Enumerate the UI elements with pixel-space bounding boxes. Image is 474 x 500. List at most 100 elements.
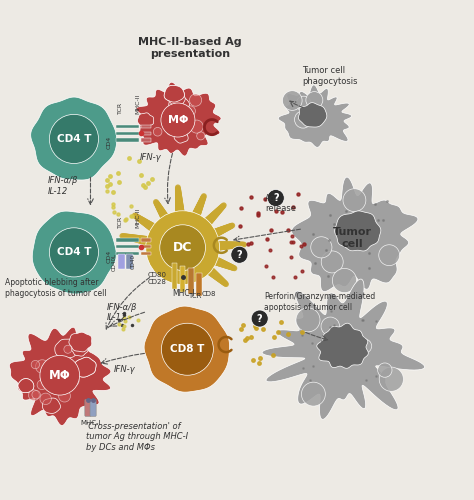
Bar: [116, 252, 139, 255]
Polygon shape: [174, 132, 188, 143]
Circle shape: [321, 251, 343, 273]
Text: ?: ?: [257, 314, 263, 324]
Circle shape: [31, 360, 39, 369]
Circle shape: [294, 111, 311, 128]
Text: IFN-γ: IFN-γ: [140, 154, 162, 162]
Polygon shape: [18, 378, 34, 392]
Text: IFN-γ: IFN-γ: [114, 364, 136, 374]
Circle shape: [251, 310, 268, 327]
Text: DC: DC: [173, 241, 192, 254]
Circle shape: [283, 90, 302, 110]
Polygon shape: [262, 279, 425, 420]
Polygon shape: [32, 211, 116, 294]
Polygon shape: [317, 323, 368, 368]
Bar: [172, 263, 177, 289]
Bar: [141, 245, 151, 248]
Text: CD8: CD8: [201, 290, 216, 296]
Text: CD4: CD4: [107, 250, 112, 263]
Circle shape: [64, 345, 72, 354]
Circle shape: [68, 375, 79, 386]
Bar: [196, 272, 201, 296]
Circle shape: [358, 339, 372, 353]
Text: CD80: CD80: [147, 272, 166, 278]
Text: MHC-I: MHC-I: [172, 289, 195, 298]
Bar: [141, 252, 151, 255]
Bar: [141, 138, 151, 141]
Text: 'Cross-presentation' of
tumor Ag through MHC-I
by DCs and MΦs: 'Cross-presentation' of tumor Ag through…: [86, 422, 188, 452]
FancyBboxPatch shape: [90, 400, 96, 416]
Circle shape: [296, 96, 311, 111]
Circle shape: [153, 128, 162, 136]
Polygon shape: [43, 398, 61, 413]
Circle shape: [379, 244, 400, 266]
Bar: [116, 125, 139, 128]
Circle shape: [231, 246, 248, 263]
Text: Perforin/Granzyme-mediated
apoptosis of tumor cell: Perforin/Granzyme-mediated apoptosis of …: [264, 292, 376, 312]
Circle shape: [160, 225, 206, 270]
Circle shape: [40, 393, 51, 404]
Text: IFN-α/β
IL-12: IFN-α/β IL-12: [107, 302, 137, 322]
Bar: [116, 245, 139, 248]
Circle shape: [267, 190, 284, 206]
Bar: [116, 138, 139, 141]
Polygon shape: [144, 306, 229, 392]
Circle shape: [172, 113, 182, 122]
Circle shape: [28, 390, 39, 400]
FancyBboxPatch shape: [85, 400, 91, 416]
Circle shape: [146, 211, 219, 284]
Polygon shape: [31, 97, 117, 180]
Bar: [180, 266, 185, 291]
Text: MΦ: MΦ: [49, 368, 71, 382]
Text: Tumor cell
phagocytosis: Tumor cell phagocytosis: [302, 66, 358, 86]
Circle shape: [49, 114, 99, 164]
Polygon shape: [137, 113, 154, 126]
Bar: [118, 254, 125, 270]
Text: CD28: CD28: [148, 279, 166, 285]
Text: IFN-α/β
IL-12: IFN-α/β IL-12: [48, 176, 78, 196]
Circle shape: [379, 367, 403, 392]
Polygon shape: [164, 86, 184, 102]
Text: TCR: TCR: [188, 292, 202, 298]
Polygon shape: [9, 327, 111, 426]
Circle shape: [167, 129, 173, 135]
Polygon shape: [18, 378, 34, 392]
Bar: [188, 268, 193, 294]
Circle shape: [311, 236, 332, 258]
Text: TCR: TCR: [118, 102, 123, 115]
Circle shape: [332, 268, 356, 292]
Polygon shape: [298, 102, 327, 127]
Text: MHC-II-based Ag
presentation: MHC-II-based Ag presentation: [138, 38, 242, 59]
Text: CD8 T: CD8 T: [170, 344, 205, 354]
Circle shape: [343, 188, 366, 212]
Circle shape: [161, 103, 195, 137]
Circle shape: [49, 228, 99, 277]
Circle shape: [170, 120, 180, 129]
Circle shape: [168, 122, 181, 136]
Circle shape: [296, 308, 320, 332]
Circle shape: [378, 363, 392, 378]
Text: CD40: CD40: [131, 254, 136, 270]
Circle shape: [301, 382, 325, 406]
Polygon shape: [69, 332, 92, 352]
Text: MHC-II: MHC-II: [136, 94, 141, 114]
Text: CD40L: CD40L: [112, 253, 117, 271]
Text: Apoptotic blebbing after
phagocytosis of tumor cell: Apoptotic blebbing after phagocytosis of…: [5, 278, 107, 297]
Polygon shape: [335, 211, 381, 251]
Circle shape: [321, 317, 339, 336]
Circle shape: [40, 374, 49, 382]
Polygon shape: [55, 339, 78, 359]
Polygon shape: [164, 86, 184, 102]
Circle shape: [306, 92, 323, 108]
Bar: [116, 238, 139, 242]
Circle shape: [68, 375, 77, 384]
Text: ?: ?: [237, 250, 242, 260]
Text: CD4 T: CD4 T: [57, 134, 91, 144]
Text: ?: ?: [273, 193, 279, 203]
Polygon shape: [292, 177, 418, 292]
Circle shape: [176, 128, 182, 134]
Polygon shape: [168, 92, 185, 106]
Circle shape: [190, 94, 202, 106]
Circle shape: [190, 120, 203, 133]
Text: Ag
release: Ag release: [265, 194, 296, 214]
Bar: [141, 132, 151, 135]
